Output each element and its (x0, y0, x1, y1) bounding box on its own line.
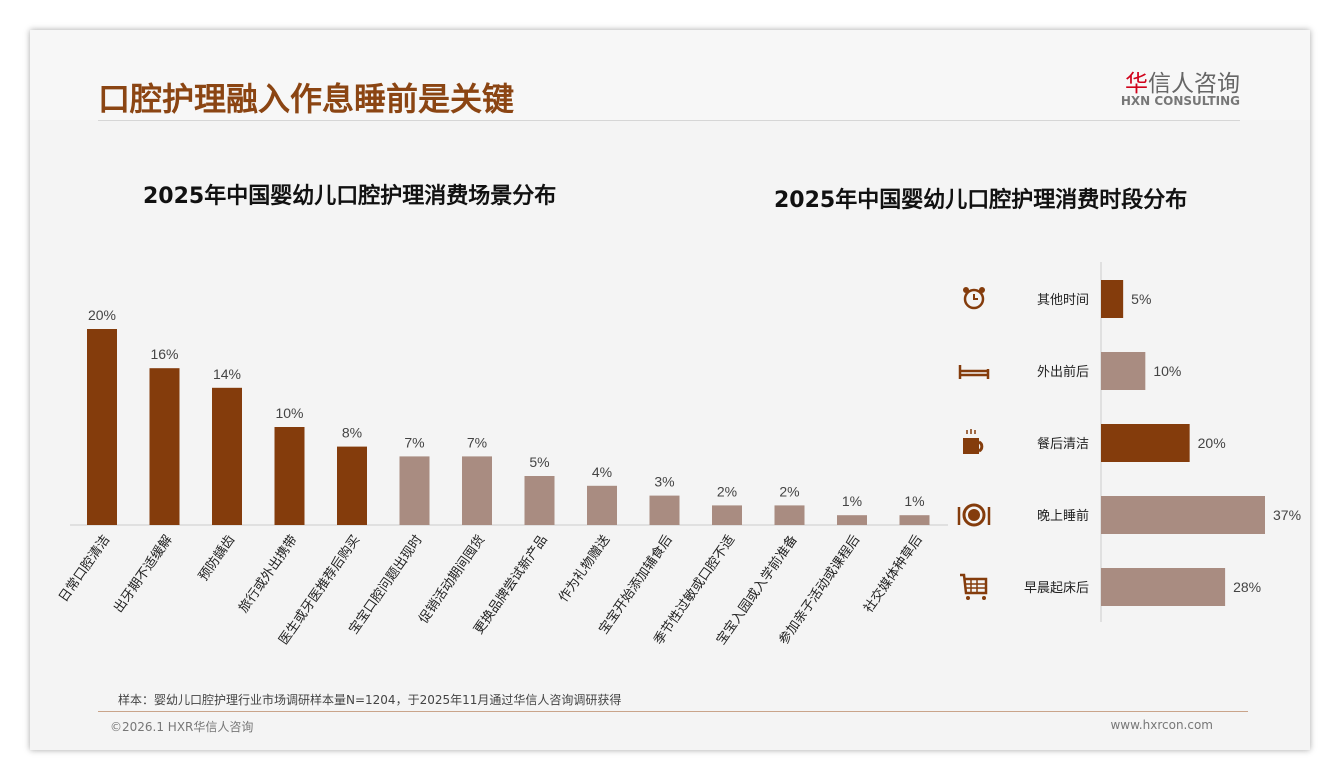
alarm-clock-icon (963, 287, 985, 310)
data-label: 5% (1131, 291, 1151, 307)
bar (712, 505, 742, 525)
data-label: 28% (1233, 579, 1261, 595)
logo-subtitle: HXN CONSULTING (1120, 94, 1240, 108)
bar (1101, 496, 1265, 534)
bar (462, 456, 492, 525)
bar (87, 329, 117, 525)
data-label: 20% (1198, 435, 1226, 451)
bar (337, 446, 367, 525)
category-label: 其他时间 (1037, 293, 1089, 308)
data-label: 37% (1273, 507, 1301, 523)
bar (837, 515, 867, 525)
bar (399, 456, 430, 525)
footer-divider (98, 711, 1248, 712)
bar (1101, 280, 1124, 318)
logo: 华信人咨询 (1125, 64, 1240, 98)
slide: 口腔护理融入作息睡前是关键 华信人咨询 HXN CONSULTING 2025年… (30, 30, 1310, 750)
data-label: 7% (467, 434, 487, 450)
logo-text: 信人咨询 (1148, 71, 1240, 97)
bar (774, 505, 805, 525)
data-label: 7% (404, 434, 424, 450)
copyright: ©2026.1 HXR华信人咨询 (110, 720, 254, 734)
category-label: 餐后清洁 (1037, 436, 1089, 452)
data-label: 4% (592, 464, 612, 480)
category-label: 预防龋齿 (195, 532, 238, 584)
left-chart-title: 2025年中国婴幼儿口腔护理消费场景分布 (143, 184, 557, 209)
plate-cutlery-icon (957, 503, 991, 527)
data-label: 20% (88, 307, 116, 323)
website: www.hxrcon.com (1110, 718, 1213, 732)
bar (649, 495, 680, 525)
data-label: 5% (529, 454, 549, 470)
right-chart-title: 2025年中国婴幼儿口腔护理消费时段分布 (774, 188, 1188, 213)
bar (1101, 568, 1226, 606)
logo-red-char: 华 (1125, 71, 1148, 97)
bar (1101, 424, 1190, 462)
data-label: 2% (717, 483, 737, 499)
sample-note: 样本：婴幼儿口腔护理行业市场调研样本量N=1204，于2025年11月通过华信人… (118, 693, 622, 707)
category-label: 促销活动期间囤货 (416, 532, 489, 626)
bar (524, 476, 555, 525)
header-divider (98, 120, 1240, 121)
category-label: 早晨起床后 (1024, 581, 1089, 596)
header-band (30, 30, 1310, 120)
data-label: 14% (213, 366, 241, 382)
bar (899, 515, 930, 525)
page-title: 口腔护理融入作息睡前是关键 (98, 80, 515, 118)
bed-icon (958, 365, 990, 379)
bar (212, 387, 242, 525)
bar (149, 368, 180, 525)
category-label: 旅行或外出携带 (235, 532, 300, 616)
shopping-cart-icon (960, 573, 988, 600)
bar (587, 485, 617, 525)
data-label: 2% (779, 483, 799, 499)
bar (1101, 352, 1146, 390)
category-label: 社交媒体种草后 (860, 532, 925, 616)
data-label: 10% (1153, 363, 1181, 379)
category-label: 晚上睡前 (1037, 508, 1089, 524)
coffee-cup-icon (963, 429, 984, 454)
data-label: 3% (654, 474, 674, 490)
bar (274, 427, 305, 525)
data-label: 1% (904, 493, 924, 509)
data-label: 8% (342, 425, 362, 441)
category-label: 出牙期不适缓解 (111, 533, 175, 616)
category-label: 外出前后 (1037, 364, 1089, 380)
data-label: 16% (150, 346, 178, 362)
category-label: 作为礼物赠送 (555, 532, 613, 605)
category-label: 日常口腔清洁 (56, 533, 113, 606)
data-label: 1% (842, 493, 862, 509)
data-label: 10% (275, 405, 303, 421)
